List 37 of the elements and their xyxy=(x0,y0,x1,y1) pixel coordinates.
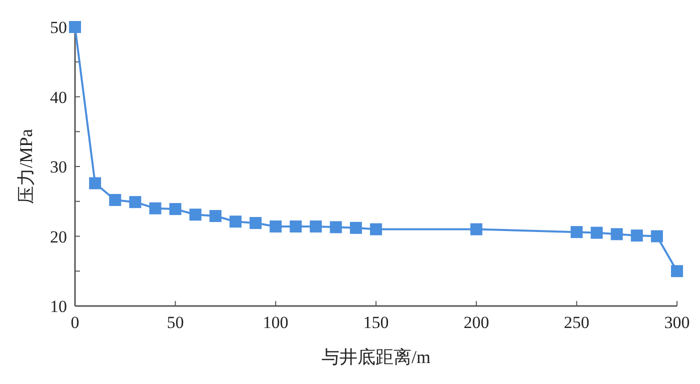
point xyxy=(149,202,162,214)
point xyxy=(189,208,202,221)
y-tick-label: 20 xyxy=(50,227,67,246)
point xyxy=(250,216,262,229)
x-tick-label: 300 xyxy=(664,313,690,332)
y-tick-label: 50 xyxy=(50,18,67,37)
point xyxy=(570,226,583,238)
x-tick-label: 100 xyxy=(262,313,288,332)
x-tick-label: 200 xyxy=(464,313,490,332)
point xyxy=(230,216,242,228)
x-tick-label: 50 xyxy=(166,313,184,332)
point xyxy=(209,210,222,222)
x-tick-label: 0 xyxy=(70,313,80,332)
point xyxy=(650,230,663,242)
y-axis-title: 压力/MPa xyxy=(16,128,36,204)
x-axis-title: 与井底距离/m xyxy=(321,347,431,367)
point xyxy=(109,194,122,206)
point xyxy=(350,222,362,234)
x-tick-label: 250 xyxy=(564,313,590,332)
point xyxy=(610,228,623,240)
point xyxy=(310,220,322,232)
point xyxy=(370,223,382,236)
point xyxy=(89,177,102,190)
point xyxy=(590,226,603,239)
x-tick-label: 150 xyxy=(363,313,389,332)
point xyxy=(330,221,342,234)
y-tick-label: 30 xyxy=(50,158,67,176)
point xyxy=(470,223,482,236)
point xyxy=(630,230,643,242)
point xyxy=(290,220,302,232)
y-tick-label: 10 xyxy=(50,297,67,316)
point xyxy=(270,220,282,232)
point xyxy=(671,265,683,278)
point xyxy=(169,203,182,216)
y-tick-label: 40 xyxy=(50,88,67,107)
point xyxy=(69,21,81,33)
point xyxy=(129,196,142,208)
